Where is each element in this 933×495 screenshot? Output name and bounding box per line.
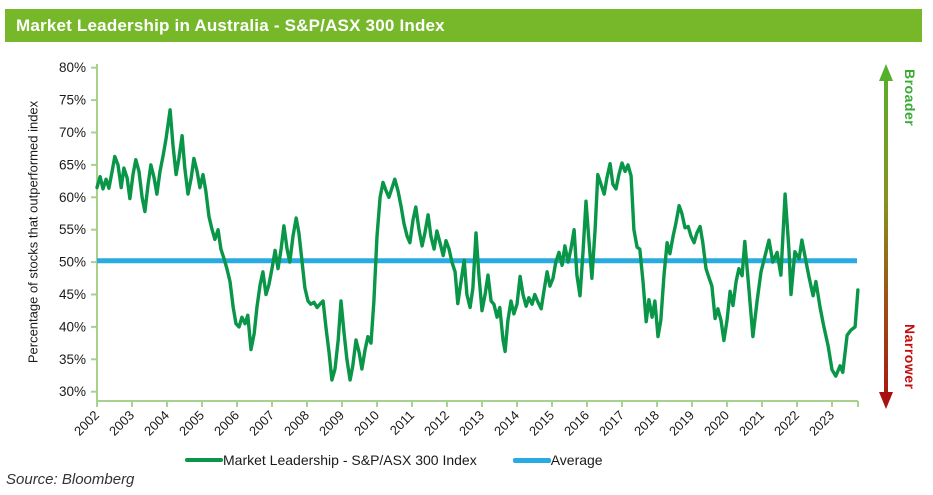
source-note: Source: Bloomberg: [6, 471, 135, 488]
x-tick-label: 2023: [806, 408, 837, 439]
x-tick-label: 2007: [246, 408, 277, 439]
y-tick-label: 50%: [59, 255, 86, 270]
y-tick-label: 70%: [59, 125, 86, 140]
x-tick-label: 2017: [596, 408, 627, 439]
figure-title: Market Leadership in Australia - S&P/ASX…: [16, 15, 445, 35]
y-tick-label: 75%: [59, 93, 86, 108]
x-tick-label: 2008: [281, 408, 312, 439]
x-tick-label: 2018: [631, 408, 662, 439]
x-tick-label: 2003: [106, 408, 137, 439]
x-tick-label: 2022: [771, 408, 802, 439]
x-tick-label: 2009: [316, 408, 347, 439]
x-tick-label: 2012: [421, 408, 452, 439]
legend-label-average: Average: [550, 452, 603, 468]
y-tick-label: 30%: [59, 384, 86, 399]
title-bar: Market Leadership in Australia - S&P/ASX…: [5, 9, 922, 42]
line-series: [95, 108, 860, 382]
breadth-arrow-up-head: [879, 64, 893, 81]
x-tick-label: 2021: [736, 408, 767, 439]
legend-item-average: Average: [512, 452, 603, 468]
x-tick-label: 2019: [666, 408, 697, 439]
y-tick-label: 45%: [59, 287, 86, 302]
x-tick-label: 2010: [351, 408, 382, 439]
y-tick-label: 60%: [59, 190, 86, 205]
breadth-arrow-down-head: [879, 392, 893, 409]
legend-label-market-leadership: Market Leadership - S&P/ASX 300 Index: [223, 452, 477, 468]
x-tick-label: 2015: [526, 408, 557, 439]
market-leadership-line-swatch: [185, 458, 223, 462]
x-tick-label: 2006: [211, 408, 242, 439]
chart-plot: 30%35%40%45%50%55%60%65%70%75%80%2002 200…: [59, 60, 893, 439]
x-tick-label: 2020: [701, 408, 732, 439]
x-tick-label: 2016: [561, 408, 592, 439]
x-tick-label: 2004: [141, 408, 172, 439]
average-line-swatch: [512, 457, 551, 463]
broader-label: Broader: [902, 69, 918, 127]
narrower-label: Narrower: [902, 324, 918, 390]
y-tick-label: 40%: [59, 319, 86, 334]
x-tick-label: 2005: [176, 408, 207, 439]
y-tick-label: 55%: [59, 222, 86, 237]
legend-item-market-leadership: Market Leadership - S&P/ASX 300 Index: [185, 452, 477, 468]
x-tick-label: 2013: [456, 408, 487, 439]
y-tick-label: 35%: [59, 352, 86, 367]
y-tick-label: 65%: [59, 157, 86, 172]
y-tick-label: 80%: [59, 60, 86, 75]
x-tick-label: 2002: [71, 408, 102, 439]
legend: Market Leadership - S&P/ASX 300 Index Av…: [185, 452, 603, 468]
x-tick-label: 2011: [387, 408, 417, 438]
x-tick-label: 2014: [491, 408, 522, 439]
